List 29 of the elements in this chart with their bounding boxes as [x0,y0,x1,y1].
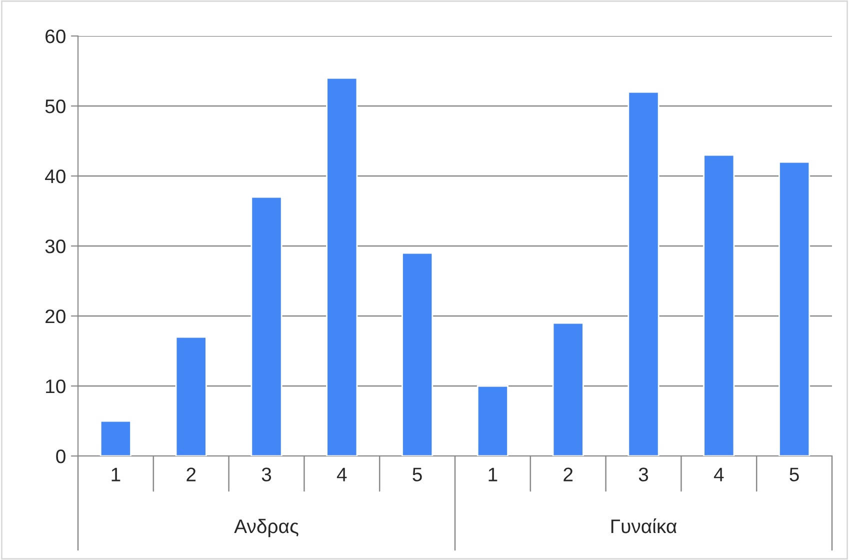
bar [476,385,508,456]
x-tick-label: 1 [488,468,498,482]
text: Ανδρας [234,518,298,538]
x-tick-label: 4 [714,468,724,482]
text: Γυναίκα [611,518,677,534]
x-tick-label: 1 [112,468,120,482]
y-tick-label: 60 [46,29,66,44]
bar [778,161,810,456]
bar [175,336,207,456]
bar [628,91,660,456]
bar [326,77,358,456]
x-tick-label: 5 [412,468,422,482]
y-tick-label: 0 [56,449,66,464]
y-tick-label: 40 [45,169,66,184]
bar [703,154,735,456]
bar [552,322,584,456]
x-tick-label: 2 [564,468,573,482]
y-tick-label: 20 [46,309,66,324]
bar [100,420,132,456]
x-tick-label: 2 [186,468,196,482]
x-tick-label: 4 [336,468,347,482]
x-tick-label: 5 [790,468,799,482]
y-tick-label: 30 [45,239,66,254]
bar [402,252,434,456]
y-tick-label: 50 [45,99,66,114]
x-tick-label: 3 [262,468,272,482]
y-tick-label: 10 [46,379,66,394]
bar [250,196,282,456]
x-tick-label: 3 [638,468,648,482]
